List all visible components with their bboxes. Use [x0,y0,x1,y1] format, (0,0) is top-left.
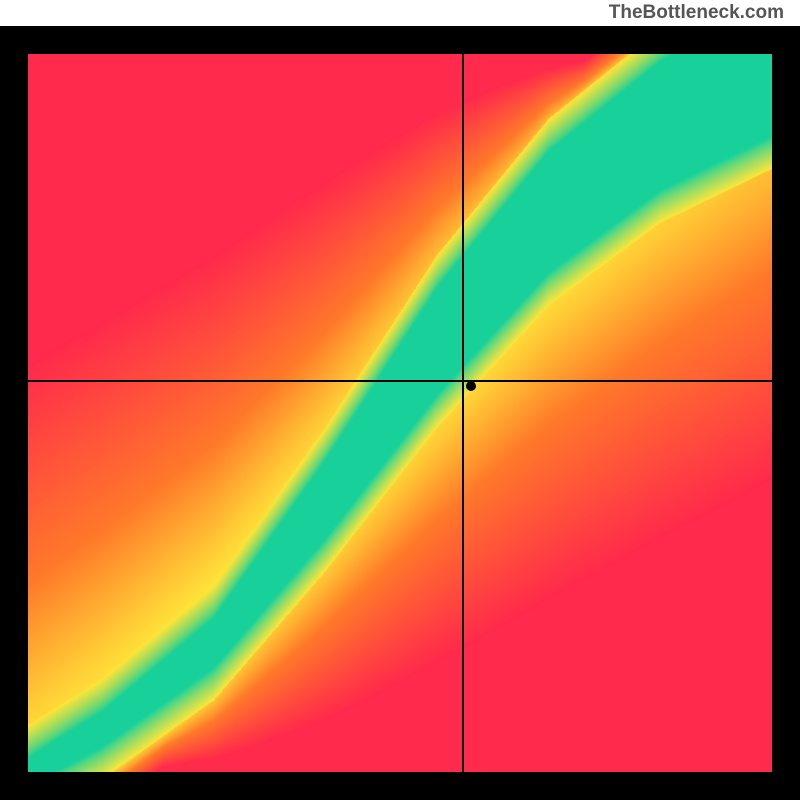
watermark-text: TheBottleneck.com [609,2,784,24]
crosshair-vertical [462,54,464,772]
crosshair-horizontal [28,380,772,382]
heatmap-canvas [28,54,772,772]
heatmap-area [28,54,772,772]
marker-dot [466,381,476,391]
